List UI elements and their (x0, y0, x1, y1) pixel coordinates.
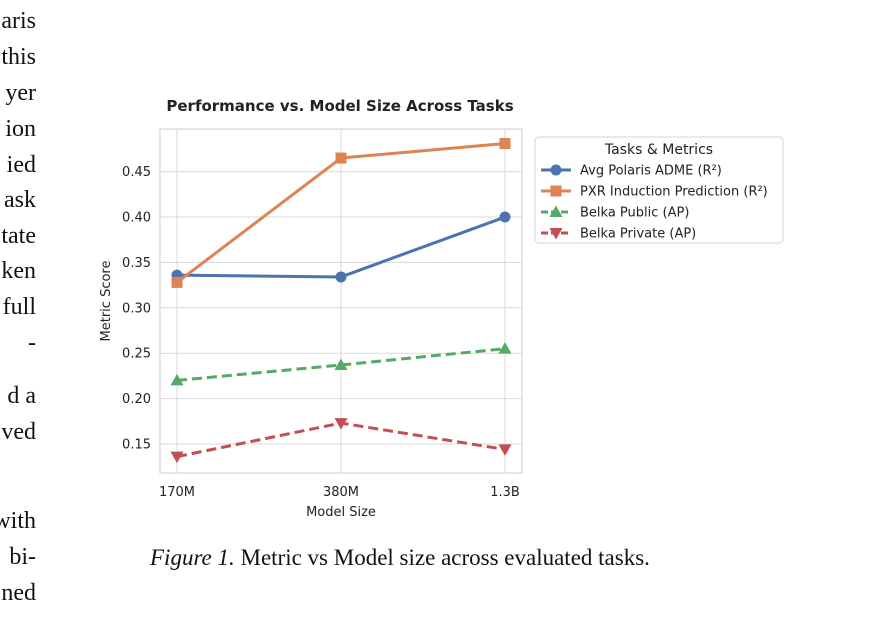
left-column-fragment: this (1, 44, 36, 70)
y-tick-label: 0.40 (122, 211, 151, 226)
data-point (170, 373, 184, 386)
legend: Tasks & Metrics Avg Polaris ADME (R²) PXR… (534, 136, 784, 244)
chart-title: Performance vs. Model Size Across Tasks (166, 97, 513, 115)
left-column-fragment: d a (7, 383, 36, 409)
legend-label: Belka Public (AP) (580, 206, 689, 221)
figure-caption-text: Metric vs Model size across evaluated ta… (240, 545, 650, 570)
y-tick-label: 0.25 (122, 347, 151, 362)
legend-box (534, 136, 784, 244)
left-column-fragment: - (28, 330, 36, 356)
data-point (499, 211, 511, 223)
legend-swatch-marker (549, 228, 563, 240)
x-tick-label: 380M (323, 485, 359, 500)
left-column-fragment: tate (1, 223, 36, 249)
legend-swatch-marker (549, 205, 563, 217)
y-tick-label: 0.20 (122, 392, 151, 407)
left-column-text: aris this yer ion ied ask tate ken full - d a ved wi… (0, 0, 40, 617)
x-axis-ticks: 170M 380M 1.3B (159, 485, 520, 500)
figure-label: Figure 1. (150, 545, 235, 570)
left-column-fragment: ask (4, 187, 36, 213)
data-point (334, 358, 348, 370)
legend-item: Belka Private (AP) (541, 227, 696, 242)
y-tick-label: 0.30 (122, 301, 151, 316)
left-column-fragment: bi- (9, 544, 36, 570)
left-column-fragment: full (2, 294, 36, 320)
data-point (335, 271, 347, 283)
left-column-fragment: ved (1, 419, 36, 445)
series-line (176, 347, 506, 382)
y-axis-label: Metric Score (99, 261, 114, 342)
data-point (335, 152, 347, 164)
series-lines (170, 138, 512, 464)
y-axis-ticks: 0.15 0.20 0.25 0.30 0.35 0.40 0.45 (122, 165, 151, 452)
legend-label: PXR Induction Prediction (R²) (580, 185, 768, 200)
y-tick-label: 0.15 (122, 437, 151, 452)
x-axis-label: Model Size (306, 505, 376, 520)
legend-swatch-marker (550, 185, 562, 197)
legend-item: Avg Polaris ADME (R²) (541, 164, 722, 179)
series-3 (170, 342, 512, 386)
left-column-fragment: aris (1, 8, 36, 34)
x-tick-label: 170M (159, 485, 195, 500)
legend-label: Belka Private (AP) (580, 227, 696, 242)
series-2 (171, 138, 511, 288)
left-column-fragment: ied (6, 152, 36, 178)
left-column-fragment: yer (5, 80, 36, 106)
legend-label: Avg Polaris ADME (R²) (580, 164, 722, 179)
data-point (334, 418, 348, 430)
data-point (498, 444, 512, 456)
data-point (498, 342, 512, 354)
legend-title: Tasks & Metrics (604, 142, 713, 158)
data-point (170, 451, 184, 464)
left-column-fragment: ken (1, 258, 36, 284)
series-1 (171, 211, 511, 283)
figure-caption: Figure 1. Metric vs Model size across ev… (150, 545, 650, 571)
legend-item: Belka Public (AP) (541, 205, 689, 221)
legend-swatch-marker (550, 164, 562, 176)
x-tick-label: 1.3B (490, 485, 520, 500)
legend-item: PXR Induction Prediction (R²) (541, 185, 768, 200)
left-column-fragment: ion (5, 116, 36, 142)
y-tick-label: 0.35 (122, 256, 151, 271)
y-tick-label: 0.45 (122, 165, 151, 180)
left-column-fragment: ned (1, 580, 36, 606)
data-point (499, 138, 511, 150)
data-point (171, 276, 183, 288)
left-column-fragment: with (0, 508, 36, 534)
series-4 (170, 418, 512, 464)
